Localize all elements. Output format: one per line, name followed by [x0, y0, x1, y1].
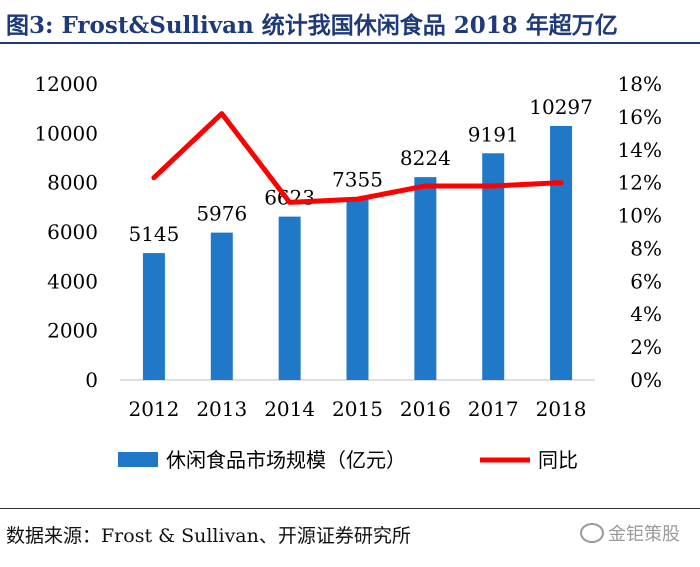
- source-note: 数据来源：Frost & Sullivan、开源证券研究所: [6, 525, 411, 547]
- x-axis-tick-label: 2018: [536, 397, 587, 421]
- header-divider: [0, 42, 700, 44]
- legend: 休闲食品市场规模（亿元） 同比: [118, 448, 578, 472]
- bar-data-label: 8224: [400, 146, 451, 170]
- left-axis: 0 2000 4000 6000 8000 10000 12000: [34, 72, 98, 392]
- right-axis-tick-label: 8%: [630, 236, 662, 260]
- bars: [142, 126, 573, 381]
- figure-title: 图3: Frost&Sullivan 统计我国休闲食品 2018 年超万亿: [6, 12, 618, 39]
- bar-labels: 5145 5976 6623 7355 8224 9191 10297: [128, 95, 592, 246]
- bar-data-label: 9191: [468, 122, 519, 146]
- bar-data-label: 6623: [264, 186, 315, 210]
- x-axis-tick-label: 2014: [264, 397, 315, 421]
- chart: 0 2000 4000 6000 8000 10000 12000 0% 2% 4% 6% 8% 10…: [34, 72, 662, 472]
- watermark: 金钜策股: [580, 520, 680, 546]
- right-axis-tick-label: 0%: [630, 368, 662, 392]
- figure-header: 图3: Frost&Sullivan 统计我国休闲食品 2018 年超万亿: [0, 0, 700, 44]
- bar: [278, 216, 301, 380]
- right-axis-tick-label: 6%: [630, 269, 662, 293]
- left-axis-tick-label: 12000: [34, 72, 98, 96]
- bar: [414, 177, 437, 380]
- x-axis-tick-label: 2015: [332, 397, 383, 421]
- left-axis-tick-label: 10000: [34, 121, 98, 145]
- right-axis-tick-label: 18%: [618, 72, 662, 96]
- left-axis-tick-label: 0: [85, 368, 98, 392]
- legend-bar-label: 休闲食品市场规模（亿元）: [166, 448, 406, 472]
- left-axis-tick-label: 2000: [47, 319, 98, 343]
- line-layer: [151, 111, 564, 205]
- x-axis-tick-label: 2013: [196, 397, 247, 421]
- x-axis-tick-label: 2017: [468, 397, 519, 421]
- right-axis-tick-label: 2%: [630, 335, 662, 359]
- bar: [346, 198, 369, 380]
- watermark-text: 金钜策股: [608, 524, 680, 545]
- x-axis-tick-label: 2016: [400, 397, 451, 421]
- left-axis-tick-label: 8000: [47, 171, 98, 195]
- bar-data-label: 7355: [332, 168, 383, 192]
- bar: [550, 126, 573, 381]
- right-axis-tick-label: 16%: [618, 105, 662, 129]
- x-axis-tick-label: 2012: [128, 397, 179, 421]
- right-axis-tick-label: 4%: [630, 302, 662, 326]
- bar-data-label: 5145: [128, 222, 179, 246]
- x-axis: 2012 2013 2014 2015 2016 2017 2018: [120, 379, 595, 421]
- bar-data-label: 5976: [196, 202, 247, 226]
- bar: [482, 153, 505, 380]
- footer-divider: [0, 508, 700, 509]
- legend-line-label: 同比: [538, 448, 578, 472]
- wechat-icon: [580, 523, 604, 543]
- bar-data-label: 10297: [529, 95, 593, 119]
- right-axis-tick-label: 14%: [618, 138, 662, 162]
- right-axis: 0% 2% 4% 6% 8% 10% 12% 14% 16% 18%: [618, 72, 662, 392]
- left-axis-tick-label: 6000: [47, 220, 98, 244]
- right-axis-tick-label: 10%: [618, 204, 662, 228]
- bar: [210, 232, 233, 380]
- legend-bar-swatch: [118, 452, 158, 467]
- left-axis-tick-label: 4000: [47, 269, 98, 293]
- right-axis-tick-label: 12%: [618, 171, 662, 195]
- bar: [142, 253, 165, 380]
